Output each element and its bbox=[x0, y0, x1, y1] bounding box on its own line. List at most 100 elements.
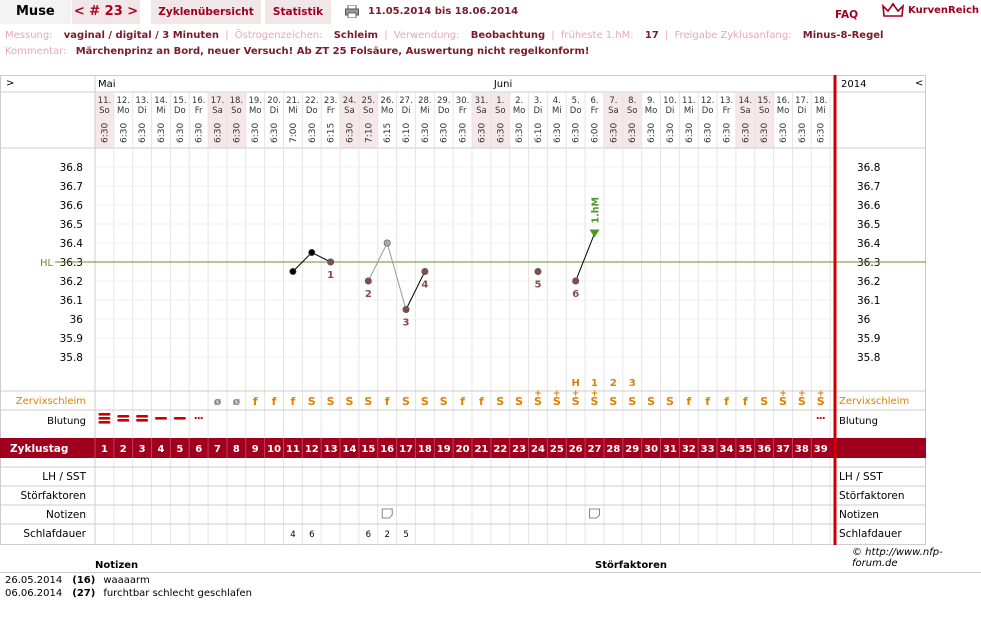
weekday-label: Mi bbox=[552, 106, 562, 116]
peak-count-label: H bbox=[571, 378, 579, 389]
zervix-symbol: S bbox=[496, 395, 504, 408]
cycle-day-number: 39 bbox=[814, 444, 828, 455]
weekend-shade bbox=[735, 93, 755, 148]
sleep-value: 5 bbox=[403, 530, 408, 540]
cycle-day-number: 1 bbox=[101, 444, 108, 455]
temp-point bbox=[327, 258, 335, 266]
verwendung-value: Beobachtung bbox=[470, 30, 546, 41]
next-arrow[interactable]: < bbox=[915, 78, 923, 89]
zervix-symbol: S bbox=[421, 395, 429, 408]
low-count-label: 5 bbox=[534, 280, 541, 291]
weekend-shade bbox=[490, 93, 510, 148]
cycle-day-number: 18 bbox=[418, 444, 432, 455]
temp-point bbox=[289, 268, 297, 276]
date-label: 17. bbox=[795, 96, 809, 106]
time-label: 6:30 bbox=[232, 123, 242, 143]
oestrogen-label: Östrogenzeichen: bbox=[234, 30, 323, 41]
freigabe-label: Freigabe Zyklusanfang: bbox=[674, 30, 792, 41]
bleeding-mark bbox=[98, 413, 111, 416]
tab-zyklenuebersicht[interactable]: Zyklenübersicht bbox=[151, 0, 261, 24]
weekday-label: So bbox=[627, 106, 638, 116]
time-label: 6:30 bbox=[119, 123, 129, 143]
y-tick-left: 36.6 bbox=[60, 200, 84, 212]
weekday-label: Di bbox=[270, 106, 279, 116]
faq-link[interactable]: FAQ bbox=[835, 9, 859, 21]
weekday-label: Mo bbox=[645, 106, 658, 116]
date-label: 18. bbox=[230, 96, 244, 106]
weekday-label: Di bbox=[534, 106, 543, 116]
separator: | bbox=[551, 30, 555, 41]
y-tick-right: 36.2 bbox=[857, 276, 880, 288]
hm-label: 1.hM bbox=[591, 197, 602, 223]
date-label: 13. bbox=[720, 96, 734, 106]
weekday-label: Sa bbox=[476, 106, 487, 116]
time-label: 6:15 bbox=[383, 123, 393, 143]
printer-icon[interactable] bbox=[345, 5, 359, 18]
zervix-plus: + bbox=[817, 389, 825, 399]
month-label: Juni bbox=[493, 79, 512, 90]
time-label: 6:30 bbox=[817, 123, 827, 143]
y-tick-right: 36.3 bbox=[857, 257, 880, 269]
low-count-label: 2 bbox=[365, 289, 372, 300]
zervix-symbol: S bbox=[572, 395, 580, 408]
time-label: 7:10 bbox=[364, 123, 374, 143]
y-tick-right: 36.6 bbox=[857, 200, 881, 212]
note-icon[interactable] bbox=[589, 508, 600, 519]
cycle-navigator[interactable]: < # 23 > bbox=[72, 0, 140, 24]
spotting-mark bbox=[200, 416, 203, 420]
zervix-symbol: S bbox=[327, 395, 335, 408]
prev-arrow[interactable]: > bbox=[6, 78, 14, 89]
weekday-label: Mi bbox=[684, 106, 694, 116]
cycle-day-number: 6 bbox=[195, 444, 202, 455]
weekday-label: Mi bbox=[288, 106, 298, 116]
weekday-label: Di bbox=[402, 106, 411, 116]
time-label: 6:30 bbox=[138, 123, 148, 143]
zervix-symbol: f bbox=[291, 395, 296, 408]
zervix-plus: + bbox=[534, 389, 542, 399]
row-label: LH / SST bbox=[42, 471, 86, 483]
row-label-right: Störfaktoren bbox=[839, 490, 904, 502]
zervix-symbol: S bbox=[647, 395, 655, 408]
weekday-label: Do bbox=[306, 106, 318, 116]
cycle-day-number: 36 bbox=[757, 444, 771, 455]
temp-curve-segment bbox=[405, 271, 426, 310]
cycle-day-number: 17 bbox=[399, 444, 413, 455]
zervix-symbol: S bbox=[308, 395, 316, 408]
weekday-label: Mi bbox=[420, 106, 430, 116]
zervix-symbol: S bbox=[515, 395, 523, 408]
weekday-label: Mo bbox=[249, 106, 262, 116]
month-label: Mai bbox=[98, 79, 116, 90]
date-label: 23. bbox=[324, 96, 338, 106]
low-count-label: 1 bbox=[327, 270, 334, 281]
tab-statistik[interactable]: Statistik bbox=[265, 0, 331, 24]
peak-count-label: 2 bbox=[610, 378, 617, 389]
zervix-plus: + bbox=[553, 389, 561, 399]
kommentar-label: Kommentar: bbox=[5, 46, 67, 57]
y-tick-left: 35.8 bbox=[60, 352, 83, 364]
zervix-symbol: S bbox=[779, 395, 787, 408]
year-label: 2014 bbox=[841, 79, 866, 90]
note-icon[interactable] bbox=[381, 508, 393, 519]
cycle-day-number: 38 bbox=[795, 444, 809, 455]
temp-point bbox=[402, 306, 410, 314]
cycle-day-number: 10 bbox=[267, 444, 281, 455]
temp-point bbox=[383, 239, 391, 247]
time-label: 7:00 bbox=[289, 123, 299, 143]
cycle-day-number: 26 bbox=[569, 444, 583, 455]
row-label-right: LH / SST bbox=[839, 471, 883, 483]
cycle-day-number: 4 bbox=[157, 444, 164, 455]
weekend-shade bbox=[226, 93, 246, 148]
zervix-symbol: f bbox=[743, 395, 748, 408]
separator: | bbox=[384, 30, 388, 41]
brand-logo[interactable]: KurvenReich bbox=[908, 5, 980, 16]
row-label: Notizen bbox=[46, 509, 86, 521]
note-entry: 26.05.2014 (16) waaaarm bbox=[5, 575, 150, 586]
temp-point bbox=[572, 277, 580, 285]
note-text: waaaarm bbox=[103, 575, 150, 586]
cycle-day-number: 37 bbox=[776, 444, 790, 455]
weekend-shade bbox=[603, 93, 623, 148]
zervix-symbol: f bbox=[479, 395, 484, 408]
time-label: 6:30 bbox=[572, 123, 582, 143]
time-label: 6:30 bbox=[251, 123, 261, 143]
